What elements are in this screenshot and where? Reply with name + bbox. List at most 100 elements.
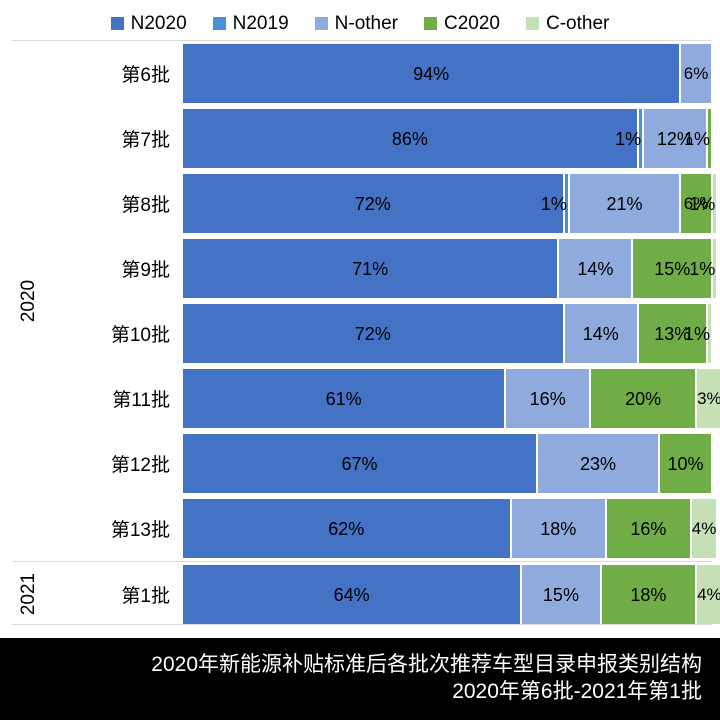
segment-value-label: 72% — [354, 193, 391, 214]
bar-segment-n-other[interactable]: 14% — [563, 304, 638, 363]
year-group-2021: 2021 — [12, 561, 46, 626]
segment-value-label: 4% — [697, 585, 720, 604]
bar-segment-n2020[interactable]: 64% — [182, 565, 522, 624]
chart-title: 2020年新能源补贴标准后各批次推荐车型目录申报类别结构 — [151, 653, 702, 677]
bar-segment-c-other[interactable]: 1% — [684, 304, 712, 363]
bar-track: 71% 14% 15% 1% — [182, 239, 718, 298]
bar-track: 72% 14% 13% 1% — [182, 304, 712, 363]
bar-segment-c2020[interactable]: 20% — [590, 369, 697, 428]
legend-label-n2020: N2020 — [130, 12, 187, 34]
segment-value-label: 61% — [325, 388, 362, 409]
bar-row: 第10批 72% 14% 13% 1% — [46, 301, 712, 366]
year-axis: 2020 2021 — [12, 41, 46, 626]
bar-segment-c-other[interactable]: 1% — [689, 174, 718, 233]
legend-item-c2020[interactable]: C2020 — [424, 14, 500, 33]
category-label: 第9批 — [121, 260, 170, 281]
bar-segment-n2020[interactable]: 61% — [182, 369, 506, 428]
bar-segment-n-other[interactable]: 6% — [680, 44, 712, 103]
legend-item-n2019[interactable]: N2019 — [212, 12, 289, 34]
bar-track: 67% 23% 10% — [182, 434, 712, 493]
bar-segment-c-other[interactable]: 4% — [690, 499, 718, 558]
bar-row: 第7批 86% 1% 12% 1% — [46, 106, 712, 171]
bar-rows: 第6批 94% 6% 第7批 86% 1% 12% 1% 第8批 72% 1% 21% 6% 1% 第9批 7… — [46, 41, 720, 627]
category-label: 第6批 — [121, 65, 170, 86]
segment-value-label: 6% — [683, 64, 709, 83]
bar-segment-c2020[interactable]: 13% — [637, 304, 707, 363]
bar-track: 62% 18% 16% 4% — [182, 499, 718, 558]
category-label: 第7批 — [121, 130, 170, 151]
category-label: 第12批 — [110, 455, 170, 476]
row-label-cell: 第7批 — [46, 106, 182, 171]
segment-value-label: 62% — [328, 518, 365, 539]
segment-value-label: 10% — [667, 453, 704, 474]
legend-swatch-n2020 — [110, 16, 124, 30]
bar-track: 72% 1% 21% 6% 1% — [182, 174, 718, 233]
bar-track: 94% 6% — [182, 44, 712, 103]
segment-value-label: 15% — [654, 258, 691, 279]
bar-segment-c2020[interactable]: 6% — [680, 174, 712, 233]
bar-segment-c2020[interactable]: 1% — [684, 109, 712, 168]
legend-label-n-other: N-other — [334, 12, 398, 34]
bar-segment-n2020[interactable]: 86% — [182, 109, 638, 168]
segment-value-label: 6% — [683, 194, 709, 213]
bar-segment-n-other[interactable]: 14% — [558, 239, 633, 298]
bar-segment-n2020[interactable]: 94% — [182, 44, 681, 103]
segment-value-label: 15% — [542, 584, 579, 605]
segment-value-label: 72% — [354, 323, 391, 344]
bar-track: 86% 1% 12% 1% — [182, 109, 712, 168]
row-label-cell: 第13批 — [46, 496, 182, 561]
bar-row: 第11批 61% 16% 20% 3% — [46, 366, 720, 431]
bar-segment-c2020[interactable]: 18% — [600, 565, 697, 624]
bar-segment-n2020[interactable]: 71% — [182, 239, 559, 298]
segment-value-label: 64% — [333, 584, 370, 605]
bar-segment-c-other[interactable]: 3% — [696, 369, 720, 428]
year-label: 2020 — [18, 279, 39, 323]
bar-segment-n2020[interactable]: 72% — [182, 174, 564, 233]
segment-value-label: 13% — [654, 323, 691, 344]
segment-value-label: 23% — [580, 453, 617, 474]
legend-item-n-other[interactable]: N-other — [314, 12, 398, 34]
segment-value-label: 94% — [413, 63, 450, 84]
bar-segment-n2020[interactable]: 62% — [182, 499, 511, 558]
legend-item-n2020[interactable]: N2020 — [110, 12, 187, 34]
segment-value-label: 12% — [656, 128, 693, 149]
bar-segment-n-other[interactable]: 16% — [505, 369, 591, 428]
bar-segment-n-other[interactable]: 21% — [568, 174, 681, 233]
row-label-cell: 第11批 — [46, 366, 182, 431]
bar-segment-n2020[interactable]: 67% — [182, 434, 538, 493]
bar-segment-n2020[interactable]: 72% — [182, 304, 564, 363]
legend-swatch-n-other — [314, 16, 328, 30]
segment-value-label: 67% — [341, 453, 378, 474]
row-label-cell: 第1批 — [46, 562, 182, 627]
bar-segment-c-other[interactable]: 4% — [696, 565, 720, 624]
segment-value-label: 18% — [630, 584, 667, 605]
category-label: 第1批 — [121, 586, 170, 607]
segment-value-label: 4% — [691, 519, 717, 538]
legend-item-c-other[interactable]: C-other — [526, 14, 609, 33]
bar-segment-n-other[interactable]: 18% — [510, 499, 606, 558]
segment-value-label: 71% — [352, 258, 389, 279]
bar-segment-c2020[interactable]: 10% — [658, 434, 712, 493]
bar-track: 64% 15% 18% 4% — [182, 565, 720, 624]
segment-value-label: 14% — [582, 323, 619, 344]
bar-segment-c2020[interactable]: 15% — [632, 239, 712, 298]
legend-label-n2019: N2019 — [232, 12, 289, 34]
legend-label-c-other: C-other — [546, 12, 610, 34]
bar-row: 第12批 67% 23% 10% — [46, 431, 712, 496]
segment-value-label: 3% — [697, 389, 720, 408]
bar-segment-n-other[interactable]: 12% — [643, 109, 707, 168]
bar-segment-c2020[interactable]: 16% — [605, 499, 691, 558]
legend-swatch-c2020 — [424, 16, 437, 30]
segment-value-label: 18% — [540, 518, 577, 539]
bar-track: 61% 16% 20% 3% — [182, 369, 720, 428]
bar-segment-c-other[interactable]: 1% — [689, 239, 718, 298]
plot-area: 2020 2021 第6批 94% 6% 第7批 86% 1% 12% 1% 第8批 72% 1% 21… — [12, 40, 720, 627]
bar-row: 第9批 71% 14% 15% 1% — [46, 236, 718, 301]
bar-segment-n-other[interactable]: 15% — [521, 565, 601, 624]
bar-segment-n-other[interactable]: 23% — [537, 434, 659, 493]
bar-row: 第13批 62% 18% 16% 4% — [46, 496, 718, 561]
segment-value-label: 21% — [606, 193, 643, 214]
row-label-cell: 第12批 — [46, 431, 182, 496]
segment-value-label: 16% — [529, 388, 566, 409]
